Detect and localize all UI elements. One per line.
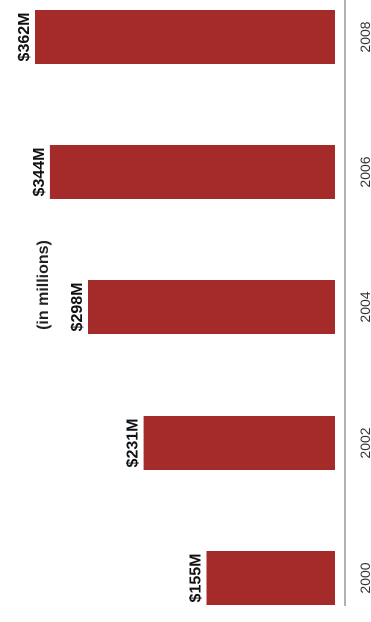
bar-2000 [206, 551, 335, 605]
value-label-2004: $298M [69, 283, 86, 332]
category-tick-2008: 2008 [357, 21, 371, 52]
category-tick-2004: 2004 [357, 291, 371, 322]
bar-2002 [143, 416, 335, 470]
category-tick-2000: 2000 [357, 562, 371, 593]
value-label-2008: $362M [16, 13, 33, 62]
value-label-2002: $231M [125, 419, 142, 468]
category-tick-2002: 2002 [357, 427, 371, 458]
value-label-2000: $155M [188, 554, 205, 603]
bar-2004 [88, 280, 335, 334]
value-label-2006: $344M [31, 148, 48, 197]
value-labels-layer: $155M $231M $298M $344M $362M [16, 13, 205, 603]
category-tick-2006: 2006 [357, 156, 371, 187]
bars-layer [35, 10, 336, 605]
bar-2008 [35, 10, 335, 64]
chart-subtitle: (in millions) [35, 240, 52, 330]
bar-2006 [49, 145, 336, 199]
category-ticks-layer: 2000 2002 2004 2006 2008 [357, 21, 371, 593]
